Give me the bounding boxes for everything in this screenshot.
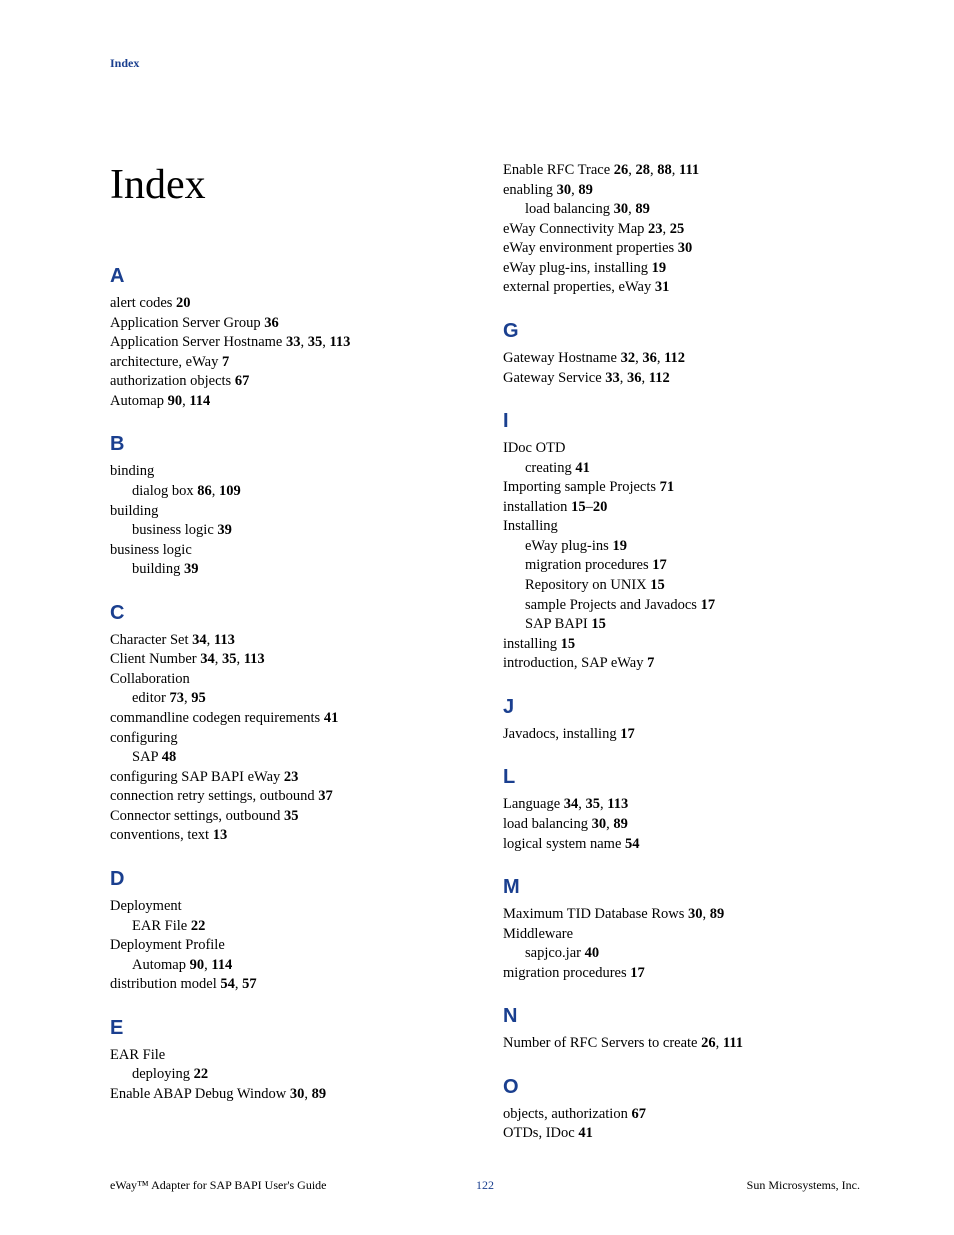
index-entry: eWay Connectivity Map 23, 25	[503, 220, 860, 240]
index-entry: sapjco.jar 40	[503, 944, 860, 964]
index-entry: Connector settings, outbound 35	[110, 807, 467, 827]
index-entry: objects, authorization 67	[503, 1105, 860, 1125]
index-entry: business logic 39	[110, 521, 467, 541]
index-entry: Javadocs, installing 17	[503, 725, 860, 745]
index-entry: Language 34, 35, 113	[503, 795, 860, 815]
index-entry: Deployment	[110, 897, 467, 917]
index-entry: authorization objects 67	[110, 372, 467, 392]
index-entry: Automap 90, 114	[110, 956, 467, 976]
index-letter-heading: B	[110, 433, 467, 456]
index-entry: commandline codegen requirements 41	[110, 709, 467, 729]
index-entry: Number of RFC Servers to create 26, 111	[503, 1034, 860, 1054]
index-entry: SAP 48	[110, 748, 467, 768]
index-entry: building	[110, 502, 467, 522]
index-entry: EAR File 22	[110, 917, 467, 937]
right-column: Enable RFC Trace 26, 28, 88, 111enabling…	[503, 161, 860, 1144]
index-entry: installing 15	[503, 635, 860, 655]
index-entry: Repository on UNIX 15	[503, 576, 860, 596]
page-header: Index	[110, 56, 860, 71]
index-letter-heading: O	[503, 1076, 860, 1099]
index-entry: Gateway Hostname 32, 36, 112	[503, 349, 860, 369]
index-letter-heading: I	[503, 410, 860, 433]
index-letter-heading: M	[503, 876, 860, 899]
index-entry: Enable RFC Trace 26, 28, 88, 111	[503, 161, 860, 181]
index-letter-heading: N	[503, 1005, 860, 1028]
index-entry: architecture, eWay 7	[110, 353, 467, 373]
index-letter-heading: L	[503, 766, 860, 789]
index-entry: Collaboration	[110, 670, 467, 690]
index-entry: logical system name 54	[503, 835, 860, 855]
footer-left: eWay™ Adapter for SAP BAPI User's Guide	[110, 1178, 326, 1193]
index-entry: Application Server Group 36	[110, 314, 467, 334]
index-entry: editor 73, 95	[110, 689, 467, 709]
index-entry: connection retry settings, outbound 37	[110, 787, 467, 807]
index-entry: distribution model 54, 57	[110, 975, 467, 995]
index-entry: Application Server Hostname 33, 35, 113	[110, 333, 467, 353]
index-entry: dialog box 86, 109	[110, 482, 467, 502]
index-entry: business logic	[110, 541, 467, 561]
index-letter-heading: G	[503, 320, 860, 343]
index-entry: conventions, text 13	[110, 826, 467, 846]
index-entry: Importing sample Projects 71	[503, 478, 860, 498]
index-entry: Character Set 34, 113	[110, 631, 467, 651]
index-entry: building 39	[110, 560, 467, 580]
index-entry: Installing	[503, 517, 860, 537]
index-entry: migration procedures 17	[503, 964, 860, 984]
index-entry: eWay plug-ins, installing 19	[503, 259, 860, 279]
index-letter-heading: A	[110, 265, 467, 288]
index-entry: configuring SAP BAPI eWay 23	[110, 768, 467, 788]
index-entry: Automap 90, 114	[110, 392, 467, 412]
index-letter-heading: D	[110, 868, 467, 891]
index-entry: enabling 30, 89	[503, 181, 860, 201]
footer-page-number: 122	[476, 1178, 494, 1193]
left-column: Index Aalert codes 20Application Server …	[110, 161, 467, 1144]
index-entry: OTDs, IDoc 41	[503, 1124, 860, 1144]
page-footer: eWay™ Adapter for SAP BAPI User's Guide …	[110, 1178, 860, 1193]
index-entry: Deployment Profile	[110, 936, 467, 956]
index-entry: introduction, SAP eWay 7	[503, 654, 860, 674]
footer-right: Sun Microsystems, Inc.	[747, 1178, 860, 1193]
index-entry: EAR File	[110, 1046, 467, 1066]
index-entry: migration procedures 17	[503, 556, 860, 576]
index-letter-heading: J	[503, 696, 860, 719]
index-entry: Maximum TID Database Rows 30, 89	[503, 905, 860, 925]
index-entry: load balancing 30, 89	[503, 815, 860, 835]
index-entry: Middleware	[503, 925, 860, 945]
index-entry: binding	[110, 462, 467, 482]
index-entry: installation 15–20	[503, 498, 860, 518]
index-entry: eWay environment properties 30	[503, 239, 860, 259]
index-letter-heading: C	[110, 602, 467, 625]
page-title: Index	[110, 161, 467, 209]
index-entry: creating 41	[503, 459, 860, 479]
index-entry: Client Number 34, 35, 113	[110, 650, 467, 670]
index-entry: eWay plug-ins 19	[503, 537, 860, 557]
index-entry: SAP BAPI 15	[503, 615, 860, 635]
index-entry: configuring	[110, 729, 467, 749]
index-columns: Index Aalert codes 20Application Server …	[110, 161, 860, 1144]
index-entry: load balancing 30, 89	[503, 200, 860, 220]
index-entry: deploying 22	[110, 1065, 467, 1085]
index-entry: alert codes 20	[110, 294, 467, 314]
index-entry: IDoc OTD	[503, 439, 860, 459]
index-entry: sample Projects and Javadocs 17	[503, 596, 860, 616]
index-entry: external properties, eWay 31	[503, 278, 860, 298]
index-letter-heading: E	[110, 1017, 467, 1040]
index-entry: Gateway Service 33, 36, 112	[503, 369, 860, 389]
index-entry: Enable ABAP Debug Window 30, 89	[110, 1085, 467, 1105]
